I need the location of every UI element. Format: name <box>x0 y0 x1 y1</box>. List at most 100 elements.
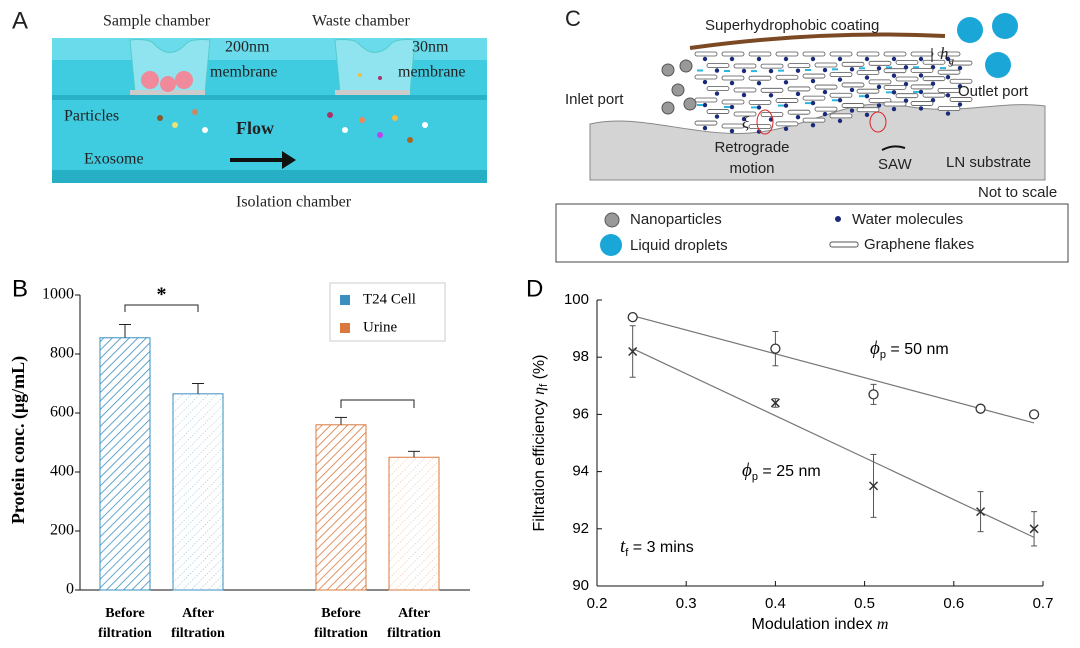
water-molecule <box>891 90 897 95</box>
flake <box>706 109 730 114</box>
flow-dash <box>724 70 730 73</box>
water-molecule <box>837 98 843 103</box>
water-molecule <box>702 125 708 131</box>
flow-dash <box>697 69 703 72</box>
water-molecule <box>756 56 762 62</box>
point <box>868 389 879 400</box>
flow-dash <box>913 66 919 69</box>
flake <box>868 79 892 85</box>
y-tick-label: 0 <box>66 581 74 598</box>
particles <box>141 71 193 92</box>
text-part: Modulation index <box>752 616 877 633</box>
flake <box>883 101 907 107</box>
flake <box>748 51 772 57</box>
flake <box>841 61 865 67</box>
particle <box>160 76 176 92</box>
legend-marker <box>600 234 622 256</box>
water-molecule <box>876 66 882 71</box>
water-molecule <box>945 111 951 116</box>
flake <box>841 82 865 88</box>
exosome <box>377 132 383 138</box>
exosomes <box>157 73 428 143</box>
retrograde-loop <box>869 111 887 133</box>
flake <box>733 111 757 117</box>
nanoparticle <box>683 97 697 111</box>
flake <box>775 98 799 103</box>
nanoparticle <box>671 83 685 97</box>
error-bar <box>192 383 204 394</box>
water-molecule <box>957 65 963 71</box>
x-tick-label: 0.3 <box>676 595 697 612</box>
flake <box>787 63 811 69</box>
nanoparticles <box>661 59 697 115</box>
y-tick-label: 100 <box>564 291 589 308</box>
water-molecule <box>849 67 855 72</box>
flake <box>829 92 853 98</box>
legend-label: Water molecules <box>852 211 963 228</box>
exosome <box>407 137 413 143</box>
flake <box>937 51 961 57</box>
particle <box>141 71 159 89</box>
water-molecule <box>795 91 801 97</box>
flow-dash <box>805 69 811 72</box>
water-molecule <box>864 56 870 62</box>
y-tick-label: 90 <box>572 577 589 594</box>
particle <box>175 71 193 89</box>
x-tick-label: Before <box>321 606 360 621</box>
flake <box>706 86 730 91</box>
flake <box>829 113 853 119</box>
significance-label: * <box>157 284 167 306</box>
bar <box>99 337 151 591</box>
flake <box>694 74 718 80</box>
y-tick-label: 94 <box>572 463 589 480</box>
saw-arrow <box>881 145 906 151</box>
point <box>1028 409 1040 420</box>
text-part: = 50 nm <box>886 341 949 358</box>
water-molecule <box>795 115 801 120</box>
flake <box>721 123 745 129</box>
flow-arrowhead <box>282 151 296 169</box>
flow-dash <box>886 91 892 94</box>
label: motion <box>729 160 774 177</box>
nanoparticle <box>661 101 675 115</box>
flake <box>937 106 961 111</box>
water-molecule <box>729 128 735 134</box>
water-molecule <box>849 108 855 113</box>
water-molecule <box>822 111 828 117</box>
panel-b: B 0 200 400 600 800 1000 Protein conc. (μg/mL) B… <box>8 275 470 641</box>
membrane <box>335 90 410 95</box>
water-molecule <box>741 92 747 98</box>
flake <box>814 84 838 90</box>
water-molecule <box>702 79 708 85</box>
flow-dash <box>778 104 784 107</box>
label: Isolation chamber <box>236 194 352 211</box>
flake <box>856 51 880 57</box>
panel-label: A <box>12 7 28 34</box>
flake <box>922 59 946 65</box>
water-molecule <box>768 93 774 98</box>
water-molecule <box>768 117 774 122</box>
waste-well <box>334 39 416 93</box>
y-tick-label: 200 <box>50 522 74 539</box>
flake <box>775 121 799 127</box>
label: 200nm <box>225 39 270 56</box>
flake <box>910 101 934 106</box>
text-part: p <box>752 471 758 483</box>
text-part: (%) <box>531 355 548 384</box>
label: LN substrate <box>946 154 1031 171</box>
droplet <box>957 17 983 43</box>
significance-bracket <box>340 399 415 408</box>
y-axis-label: Filtration efficiency ηf (%) <box>531 355 550 532</box>
text-part: Filtration efficiency <box>531 395 548 532</box>
water-molecule <box>810 56 816 62</box>
flake <box>694 120 718 126</box>
flake <box>922 76 946 82</box>
flake <box>937 69 961 75</box>
exosome <box>172 122 178 128</box>
y-tick-label: 92 <box>572 520 589 537</box>
annotation: ϕp = 50 nm <box>870 338 949 361</box>
flake <box>721 99 745 105</box>
flake <box>868 98 892 103</box>
label: Not to scale <box>978 184 1057 201</box>
flake <box>775 74 799 80</box>
